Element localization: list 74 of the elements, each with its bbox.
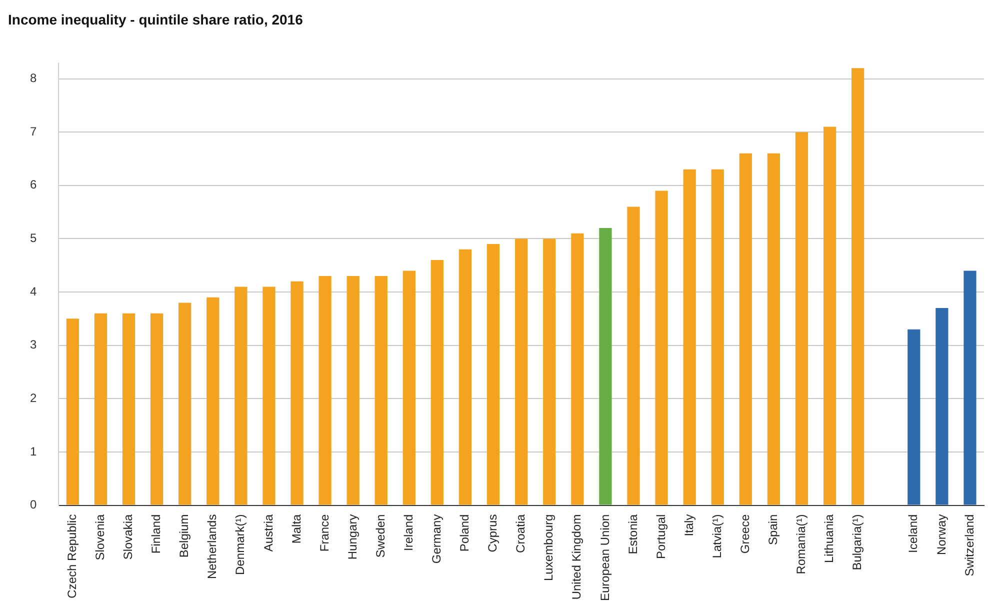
bar [262, 286, 276, 505]
bar [908, 329, 920, 505]
y-tick-label: 8 [30, 71, 37, 86]
bar [543, 238, 556, 505]
bar [94, 313, 108, 505]
bar [318, 276, 332, 505]
x-tick-label: Portugal [654, 514, 668, 559]
bar [402, 270, 416, 505]
x-tick-label: Germany [430, 514, 444, 564]
x-tick-label: Malta [289, 514, 304, 544]
bar [655, 190, 668, 505]
bar [66, 318, 80, 505]
bar [823, 126, 836, 505]
bar [290, 281, 304, 505]
bar [430, 260, 444, 505]
bar [346, 276, 360, 505]
bar [206, 297, 220, 505]
y-tick-label: 1 [30, 444, 37, 458]
y-tick-label: 6 [30, 178, 37, 192]
x-tick-label: Finland [149, 514, 164, 554]
bar [571, 233, 584, 505]
y-tick-label: 5 [30, 231, 37, 246]
y-tick-label: 0 [30, 498, 37, 512]
bar [936, 308, 948, 505]
bar [178, 302, 192, 505]
x-tick-label: Romania(¹) [794, 514, 808, 574]
x-tick-label: Luxembourg [542, 514, 556, 581]
y-tick-label: 4 [30, 284, 37, 298]
x-tick-label: Spain [766, 514, 780, 545]
x-tick-label: Denmark(¹) [233, 514, 248, 575]
bar [515, 238, 528, 505]
x-tick-label: Slovakia [121, 514, 136, 560]
chart-title: Income inequality - quintile share ratio, 2016 [8, 11, 304, 28]
bar [458, 249, 472, 505]
x-tick-label: Cyprus [486, 514, 500, 552]
bar [795, 132, 808, 505]
y-tick-label: 7 [30, 124, 37, 138]
x-tick-label: Sweden [373, 514, 388, 558]
x-tick-label: Belgium [177, 514, 192, 558]
x-tick-label: Greece [738, 514, 752, 554]
bar [486, 244, 500, 505]
bar [964, 270, 976, 505]
x-tick-label: Switzerland [962, 514, 976, 576]
x-tick-label: Poland [458, 514, 472, 552]
x-tick-label: Italy [682, 514, 696, 536]
y-tick-label: 2 [30, 390, 37, 405]
x-tick-label: Hungary [345, 514, 360, 560]
bar [852, 68, 864, 505]
x-tick-label: France [317, 514, 332, 552]
x-tick-label: Czech Republic [65, 514, 80, 598]
x-tick-label: Latvia(¹) [710, 514, 724, 558]
bar [599, 228, 612, 505]
x-tick-label: Norway [934, 514, 948, 555]
x-tick-label: United Kingdom [570, 514, 584, 600]
bar [627, 206, 640, 505]
x-tick-label: Iceland [906, 514, 920, 553]
x-tick-label: Bulgaria(¹) [850, 514, 864, 570]
x-tick-label: Ireland [401, 514, 416, 551]
bar [374, 276, 388, 505]
x-tick-label: Slovenia [93, 514, 108, 560]
x-tick-label: Austria [261, 514, 276, 552]
x-tick-label: Netherlands [205, 514, 220, 579]
bar [150, 313, 164, 505]
bar [122, 313, 136, 505]
x-tick-label: Lithuania [822, 514, 836, 563]
bar [739, 153, 752, 505]
bar [711, 169, 724, 505]
bar [683, 169, 696, 505]
y-tick-label: 3 [30, 338, 37, 352]
x-tick-label: Estonia [626, 514, 640, 554]
bar [767, 153, 780, 505]
x-tick-label: European Union [598, 514, 612, 602]
bar [234, 286, 248, 505]
x-tick-label: Croatia [514, 514, 528, 553]
